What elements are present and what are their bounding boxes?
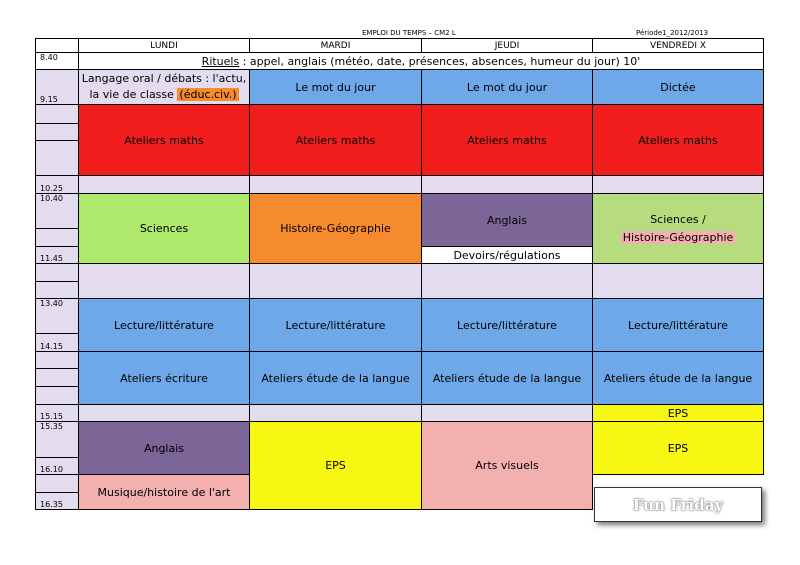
lunch-cell	[249, 263, 422, 299]
anglais-monday: Anglais	[78, 421, 250, 475]
day-friday: VENDREDI X	[592, 38, 764, 53]
break-cell	[249, 175, 422, 194]
educ-civ-highlight: (éduc.civ.)	[177, 88, 239, 101]
day-header-row: LUNDI MARDI JEUDI VENDREDI X	[35, 38, 764, 53]
time-spacer	[35, 104, 79, 124]
time-label: 10.25	[35, 175, 79, 194]
lunch-cell	[421, 263, 593, 299]
mot-du-jour-tuesday: Le mot du jour	[249, 69, 422, 105]
fun-friday-badge: Fun Friday	[594, 487, 762, 522]
rituels-text: : appel, anglais (météo, date, présences…	[239, 54, 641, 68]
sciences-histoire-cell: Sciences / Histoire-Géographie	[592, 193, 764, 264]
langage-oral-text: Langage oral / débats : l'actu, la vie d…	[81, 72, 247, 101]
schedule-title: EMPLOI DU TEMPS – CM2 L	[362, 29, 456, 37]
histoire-geo-highlight: Histoire-Géographie	[620, 230, 736, 244]
eps-friday: EPS	[592, 421, 764, 475]
lunch-cell	[78, 263, 250, 299]
time-spacer	[35, 263, 79, 282]
lecture-thursday: Lecture/littérature	[421, 298, 593, 352]
day-tuesday: MARDI	[249, 38, 422, 53]
break-cell	[78, 175, 250, 194]
time-spacer	[35, 474, 79, 493]
ateliers-ecriture-cell: Ateliers écriture	[78, 351, 250, 405]
ateliers-maths-tuesday: Ateliers maths	[249, 104, 422, 176]
histoire-geo-cell: Histoire-Géographie	[249, 193, 422, 264]
time-label: 15.35	[35, 421, 79, 458]
time-spacer	[35, 228, 79, 247]
break-cell	[78, 404, 250, 422]
time-label: 9.15	[35, 69, 79, 105]
corner-cell	[35, 38, 79, 53]
sciences-slash-text: Sciences /	[650, 212, 706, 226]
time-spacer	[35, 351, 79, 369]
time-label: 11.45	[35, 246, 79, 264]
day-monday: LUNDI	[78, 38, 250, 53]
lunch-cell	[592, 263, 764, 299]
time-spacer	[35, 368, 79, 387]
timetable: LUNDI MARDI JEUDI VENDREDI X 8.40 Rituel…	[35, 38, 764, 510]
break-cell	[249, 404, 422, 422]
langage-oral-cell: Langage oral / débats : l'actu, la vie d…	[78, 69, 250, 105]
sciences-cell: Sciences	[78, 193, 250, 264]
break-cell	[592, 175, 764, 194]
time-label: 10.40	[35, 193, 79, 229]
time-spacer	[35, 386, 79, 405]
time-label: 16.10	[35, 457, 79, 475]
devoirs-cell: Devoirs/régulations	[421, 246, 593, 264]
ateliers-etude-thursday: Ateliers étude de la langue	[421, 351, 593, 405]
time-label: 14.15	[35, 333, 79, 352]
ateliers-etude-friday: Ateliers étude de la langue	[592, 351, 764, 405]
eps-tuesday: EPS	[249, 421, 422, 510]
arts-visuels-cell: Arts visuels	[421, 421, 593, 510]
lecture-tuesday: Lecture/littérature	[249, 298, 422, 352]
mot-du-jour-thursday: Le mot du jour	[421, 69, 593, 105]
ateliers-maths-monday: Ateliers maths	[78, 104, 250, 176]
anglais-thursday: Anglais	[421, 193, 593, 247]
eps-friday-short: EPS	[592, 404, 764, 422]
time-label: 13.40	[35, 298, 79, 334]
lecture-monday: Lecture/littérature	[78, 298, 250, 352]
rituels-cell: Rituels : appel, anglais (météo, date, p…	[78, 52, 764, 70]
time-label: 16.35	[35, 492, 79, 510]
break-cell	[421, 175, 593, 194]
time-label: 15.15	[35, 404, 79, 422]
period-label: Période1_2012/2013	[636, 29, 709, 37]
lecture-friday: Lecture/littérature	[592, 298, 764, 352]
time-label: 8.40	[35, 52, 79, 70]
time-spacer	[35, 140, 79, 176]
time-spacer	[35, 281, 79, 299]
ateliers-etude-tuesday: Ateliers étude de la langue	[249, 351, 422, 405]
rituels-label: Rituels	[201, 54, 240, 68]
time-spacer	[35, 123, 79, 141]
ateliers-maths-thursday: Ateliers maths	[421, 104, 593, 176]
day-thursday: JEUDI	[421, 38, 593, 53]
musique-cell: Musique/histoire de l'art	[78, 474, 250, 510]
break-cell	[421, 404, 593, 422]
ateliers-maths-friday: Ateliers maths	[592, 104, 764, 176]
dictee-cell: Dictée	[592, 69, 764, 105]
